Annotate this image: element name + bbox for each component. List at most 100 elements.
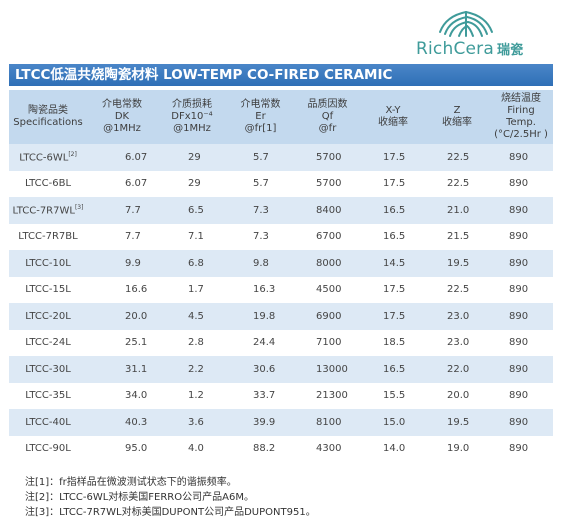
cell-dk: 6.07 bbox=[125, 151, 148, 163]
cell-xy: 17.5 bbox=[383, 151, 406, 163]
material-name: LTCC-6BL bbox=[24, 178, 72, 190]
table-row: LTCC-6WL[2] 6.07 29 5.7 5700 17.5 22.5 890 bbox=[9, 144, 553, 171]
cell-xy: 18.5 bbox=[383, 337, 406, 349]
cell-df: 1.7 bbox=[188, 284, 204, 296]
column-header-line: 烧结温度 bbox=[501, 93, 541, 104]
column-header-line: DFx10⁻⁴ bbox=[171, 111, 213, 122]
cell-z: 22.5 bbox=[447, 178, 470, 190]
column-header-line: @1MHz bbox=[173, 123, 211, 134]
cell-xy: 14.0 bbox=[383, 443, 406, 455]
cell-qf: 6700 bbox=[316, 231, 342, 243]
cell-xy: 15.5 bbox=[383, 390, 406, 402]
column-header-line: Er bbox=[255, 111, 266, 122]
material-name: LTCC-7R7BL bbox=[18, 231, 78, 243]
cell-df: 2.2 bbox=[188, 363, 204, 375]
logo-wordmark: RichCera 瑞瓷 bbox=[416, 39, 524, 59]
column-header: 烧结温度 Firing Temp. (°C/2.5Hr ) bbox=[489, 90, 553, 144]
cell-er: 39.9 bbox=[253, 416, 276, 428]
cell-xy: 16.5 bbox=[383, 231, 406, 243]
cell-dk: 34.0 bbox=[125, 390, 148, 402]
column-header-line: 收缩率 bbox=[378, 117, 408, 128]
footnotes: 注[1]：fr指样品在微波测试状态下的谐振频率。注[2]：LTCC-6WL对标美… bbox=[25, 475, 316, 520]
column-header: 介质损耗 DFx10⁻⁴ @1MHz bbox=[157, 90, 227, 144]
footnote: 注[3]：LTCC-7R7WL对标美国DUPONT公司产品DUPONT951。 bbox=[25, 507, 316, 518]
material-name: LTCC-90L bbox=[25, 443, 71, 455]
richcera-logo: RichCera 瑞瓷 bbox=[408, 6, 558, 62]
cell-z: 23.0 bbox=[447, 310, 470, 322]
cell-dk: 95.0 bbox=[125, 443, 148, 455]
cell-dk: 20.0 bbox=[125, 310, 148, 322]
footnote: 注[2]：LTCC-6WL对标美国FERRO公司产品A6M。 bbox=[25, 492, 254, 503]
cell-temp: 890 bbox=[509, 390, 529, 402]
column-header-line: 介质损耗 bbox=[172, 99, 212, 110]
cell-df: 4.5 bbox=[188, 310, 204, 322]
cell-qf: 21300 bbox=[316, 390, 348, 402]
footnote-ref: [3] bbox=[74, 204, 84, 212]
cell-dk: 25.1 bbox=[125, 337, 148, 349]
column-header: X-Y 收缩率 bbox=[361, 90, 425, 144]
column-header-line: DK bbox=[114, 111, 130, 122]
material-name: LTCC-15L bbox=[25, 284, 71, 296]
cell-qf: 13000 bbox=[316, 363, 348, 375]
cell-temp: 890 bbox=[509, 416, 529, 428]
cell-dk: 9.9 bbox=[125, 257, 141, 269]
cell-qf: 5700 bbox=[316, 178, 342, 190]
cell-er: 19.8 bbox=[253, 310, 276, 322]
cell-z: 21.5 bbox=[447, 231, 470, 243]
cell-df: 29 bbox=[188, 178, 201, 190]
cell-temp: 890 bbox=[509, 204, 529, 216]
cell-er: 24.4 bbox=[253, 337, 276, 349]
cell-er: 5.7 bbox=[253, 178, 269, 190]
cell-er: 33.7 bbox=[253, 390, 276, 402]
column-header-line: 品质因数 bbox=[307, 99, 348, 110]
material-name: LTCC-35L bbox=[25, 390, 71, 402]
cell-z: 19.0 bbox=[447, 443, 470, 455]
cell-df: 1.2 bbox=[188, 390, 204, 402]
material-name: LTCC-24L bbox=[25, 337, 71, 349]
cell-er: 88.2 bbox=[253, 443, 276, 455]
cell-qf: 8100 bbox=[316, 416, 342, 428]
table-row: LTCC-35L 34.0 1.2 33.7 21300 15.5 20.0 890 bbox=[9, 382, 553, 409]
cell-z: 21.0 bbox=[447, 204, 470, 216]
table-row: LTCC-20L 20.0 4.5 19.8 6900 17.5 23.0 890 bbox=[9, 303, 553, 330]
column-header: 陶瓷品类 Specifications bbox=[9, 90, 87, 144]
cell-dk: 6.07 bbox=[125, 178, 148, 190]
cell-qf: 6900 bbox=[316, 310, 342, 322]
cell-df: 7.1 bbox=[188, 231, 204, 243]
column-header-line: X-Y bbox=[385, 105, 401, 116]
footnote: 注[1]：fr指样品在微波测试状态下的谐振频率。 bbox=[25, 477, 237, 488]
logo-mark-icon bbox=[439, 11, 493, 37]
column-header-line: Firing bbox=[507, 105, 535, 116]
cell-er: 30.6 bbox=[253, 363, 276, 375]
column-header-line: @1MHz bbox=[103, 123, 141, 134]
cell-qf: 4300 bbox=[316, 443, 342, 455]
table-row: LTCC-7R7BL 7.7 7.1 7.3 6700 16.5 21.5 890 bbox=[9, 223, 553, 250]
specifications-table: 陶瓷品类 Specifications 介电常数 DK @1MHz 介质损耗 DFx10⁻⁴… bbox=[9, 90, 553, 462]
column-header-line: 陶瓷品类 bbox=[28, 105, 68, 116]
cell-dk: 31.1 bbox=[125, 363, 148, 375]
table-row: LTCC-90L 95.0 4.0 88.2 4300 14.0 19.0 890 bbox=[9, 435, 553, 462]
column-header: 品质因数 Qf @fr bbox=[294, 90, 361, 144]
cell-qf: 4500 bbox=[316, 284, 342, 296]
cell-temp: 890 bbox=[509, 337, 529, 349]
column-header-line: Z bbox=[453, 105, 461, 116]
cell-er: 7.3 bbox=[253, 231, 269, 243]
table-row: LTCC-40L 40.3 3.6 39.9 8100 15.0 19.5 890 bbox=[9, 409, 553, 436]
material-name: LTCC-10L bbox=[25, 257, 71, 269]
cell-z: 23.0 bbox=[447, 337, 470, 349]
table-row: LTCC-15L 16.6 1.7 16.3 4500 17.5 22.5 890 bbox=[9, 276, 553, 303]
cell-dk: 7.7 bbox=[125, 204, 141, 216]
cell-z: 19.5 bbox=[447, 416, 470, 428]
table-body: LTCC-6WL[2] 6.07 29 5.7 5700 17.5 22.5 890 LTCC-… bbox=[9, 144, 553, 462]
column-header: 介电常数 Er @fr[1] bbox=[227, 90, 294, 144]
column-header-line: 收缩率 bbox=[442, 117, 472, 128]
cell-xy: 14.5 bbox=[383, 257, 406, 269]
cell-df: 6.8 bbox=[188, 257, 204, 269]
cell-dk: 16.6 bbox=[125, 284, 148, 296]
column-header-line: Temp. bbox=[506, 117, 536, 128]
cell-dk: 7.7 bbox=[125, 231, 141, 243]
table-row: LTCC-6BL 6.07 29 5.7 5700 17.5 22.5 890 bbox=[9, 170, 553, 197]
column-header-line: @fr bbox=[318, 123, 337, 134]
column-header-line: @fr[1] bbox=[244, 123, 277, 134]
